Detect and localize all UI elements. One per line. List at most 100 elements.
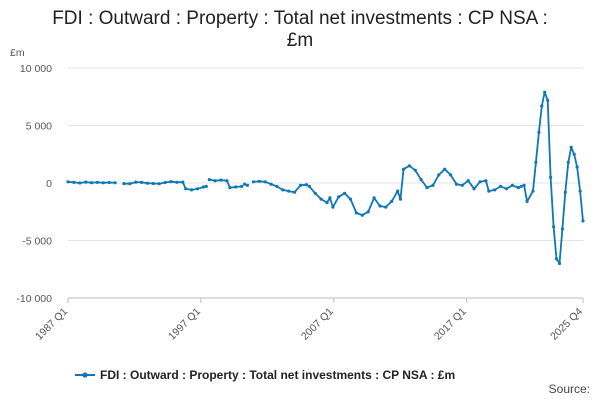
data-point <box>184 187 188 191</box>
data-point <box>169 180 173 184</box>
y-axis: 10 000 5 000 0 -5 000 -10 000 <box>16 63 52 305</box>
data-point <box>543 90 547 94</box>
data-point <box>243 182 247 186</box>
data-point <box>460 183 464 187</box>
data-point <box>78 181 82 185</box>
data-point <box>328 196 332 200</box>
data-point <box>366 210 370 214</box>
y-tick-label: 5 000 <box>26 121 52 133</box>
data-point <box>575 165 579 169</box>
data-point <box>390 199 394 203</box>
data-point <box>181 180 185 184</box>
y-tick-label: -5 000 <box>22 236 52 248</box>
source-label: Source: <box>548 382 590 396</box>
data-point <box>225 179 229 183</box>
data-point <box>484 179 488 183</box>
data-point <box>101 181 105 185</box>
data-point <box>563 190 567 194</box>
data-point <box>72 180 76 184</box>
data-point <box>578 189 582 193</box>
data-point <box>525 199 529 203</box>
y-tick-label: -10 000 <box>16 293 52 305</box>
data-point <box>228 186 232 190</box>
data-point <box>269 182 273 186</box>
data-point <box>204 184 208 188</box>
series-line <box>123 180 207 191</box>
data-point <box>531 189 535 193</box>
data-point <box>413 168 417 172</box>
data-point <box>107 180 111 185</box>
data-point <box>325 201 329 205</box>
data-point <box>537 130 541 134</box>
chart-title-line-1: FDI : Outward : Property : Total net inv… <box>52 8 548 29</box>
data-point <box>140 180 144 184</box>
data-point <box>372 196 376 200</box>
x-tick-label: 2017 Q1 <box>432 306 469 343</box>
data-point <box>163 180 167 185</box>
chart-title: FDI : Outward : Property : Total net inv… <box>0 8 600 52</box>
data-point <box>407 164 411 168</box>
data-point <box>554 257 559 261</box>
data-point <box>449 173 453 177</box>
x-tick-label: 2007 Q1 <box>299 306 336 343</box>
data-point <box>396 189 400 193</box>
data-point <box>534 160 538 164</box>
data-point <box>240 184 244 188</box>
data-point <box>281 188 285 192</box>
data-point <box>519 184 523 188</box>
data-point <box>360 213 364 217</box>
data-point <box>84 180 88 184</box>
data-point <box>572 152 576 156</box>
data-point <box>472 187 476 191</box>
data-point <box>134 180 138 184</box>
x-tick-label: 1987 Q1 <box>33 306 70 343</box>
data-point <box>304 183 308 187</box>
data-point <box>466 179 470 183</box>
data-point <box>195 187 200 191</box>
data-point <box>487 189 491 193</box>
y-tick-label: 10 000 <box>20 63 52 75</box>
data-point <box>89 181 94 185</box>
data-point <box>287 189 291 193</box>
data-point <box>257 179 261 183</box>
data-point <box>337 195 341 199</box>
data-point <box>113 181 117 185</box>
data-point <box>549 175 553 179</box>
data-point <box>298 183 303 187</box>
data-point <box>348 197 353 201</box>
data-point <box>437 173 441 177</box>
data-point <box>522 183 526 187</box>
data-point <box>454 182 459 186</box>
data-point <box>157 182 161 186</box>
data-point <box>293 190 297 194</box>
data-point <box>128 182 132 186</box>
legend: FDI : Outward : Property : Total net inv… <box>75 368 455 382</box>
data-point <box>569 145 573 149</box>
data-point <box>66 180 70 184</box>
data-point <box>275 184 279 188</box>
series-line <box>253 91 584 265</box>
data-point <box>401 167 406 171</box>
data-point <box>319 197 323 201</box>
plot-area <box>66 90 585 266</box>
legend-marker-swatch <box>82 372 88 378</box>
data-point <box>478 180 482 184</box>
data-point <box>546 98 550 102</box>
data-point <box>443 167 447 171</box>
data-point <box>378 204 382 208</box>
data-point <box>557 261 562 266</box>
data-point <box>213 179 217 183</box>
data-point <box>313 191 317 195</box>
data-point <box>145 181 150 185</box>
data-point <box>190 188 194 192</box>
legend-label: FDI : Outward : Property : Total net inv… <box>100 368 455 382</box>
x-axis: 1987 Q1 1997 Q1 2007 Q1 2017 Q1 2025 Q4 <box>33 297 585 343</box>
data-point <box>384 205 388 209</box>
data-point <box>516 186 520 190</box>
data-point <box>307 184 311 188</box>
data-point <box>201 185 205 189</box>
data-point <box>398 197 403 201</box>
data-point <box>343 191 347 195</box>
chart-title-line-2: £m <box>286 30 314 51</box>
